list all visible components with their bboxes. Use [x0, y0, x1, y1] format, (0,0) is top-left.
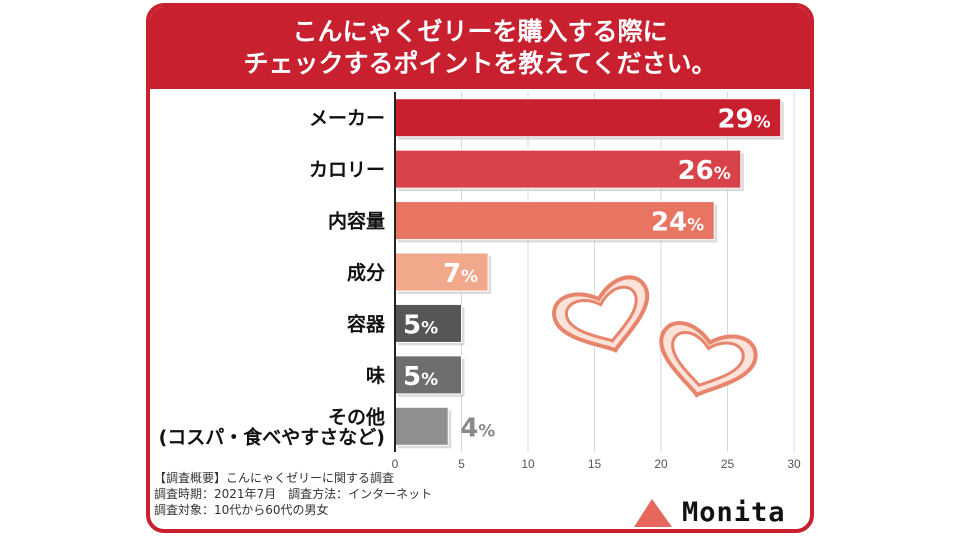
bar [394, 98, 782, 138]
category-label: メーカー [309, 108, 385, 130]
category-label: 成分 [347, 261, 385, 284]
data-label: 5% [403, 310, 438, 340]
data-label: 7% [443, 259, 478, 289]
data-label: 29% [717, 105, 770, 135]
survey-notes: 【調査概要】こんにゃくゼリーに関する調査 調査時期：2021年7月 調査方法：イ… [154, 470, 432, 518]
category-label: カロリー [309, 159, 385, 181]
category-label: その他 [328, 405, 385, 428]
x-tick-label: 10 [521, 457, 535, 471]
brand-name: Monita [682, 496, 786, 528]
x-tick-label: 5 [458, 457, 465, 471]
category-label: (コスパ・食べやすさなど) [159, 425, 385, 448]
x-tick-label: 15 [588, 457, 602, 471]
category-label: 味 [366, 365, 385, 387]
data-label: 26% [678, 156, 731, 186]
category-label: 内容量 [328, 210, 385, 233]
heart-jelly-illustration [552, 275, 758, 398]
bar [394, 303, 462, 343]
bar [394, 252, 489, 292]
data-label: 5% [403, 362, 438, 392]
bar [394, 406, 449, 446]
chart-card: こんにゃくゼリーを購入する際に チェックするポイントを教えてください。 [146, 3, 814, 533]
title-band: こんにゃくゼリーを購入する際に チェックするポイントを教えてください。 [150, 7, 810, 89]
x-tick-label: 25 [721, 457, 735, 471]
survey-note-2: 調査時期：2021年7月 調査方法：インターネット [154, 487, 433, 501]
survey-note-1: 【調査概要】こんにゃくゼリーに関する調査 [154, 471, 395, 485]
category-label: 容器 [347, 312, 386, 335]
bar [394, 149, 742, 189]
data-label: 4% [460, 413, 495, 443]
triangle-logo-icon [634, 499, 672, 527]
survey-note-3: 調査対象：10代から60代の男女 [154, 503, 329, 517]
chart-title-line-1: こんにゃくゼリーを購入する際に [292, 17, 668, 46]
x-tick-label: 20 [654, 457, 668, 471]
monita-logo: Monita [630, 495, 786, 529]
chart-title-line-2: チェックするポイントを教えてください。 [243, 49, 717, 78]
x-tick-label: 0 [392, 457, 399, 471]
x-tick-label: 30 [787, 457, 801, 471]
data-label: 24% [651, 208, 704, 238]
